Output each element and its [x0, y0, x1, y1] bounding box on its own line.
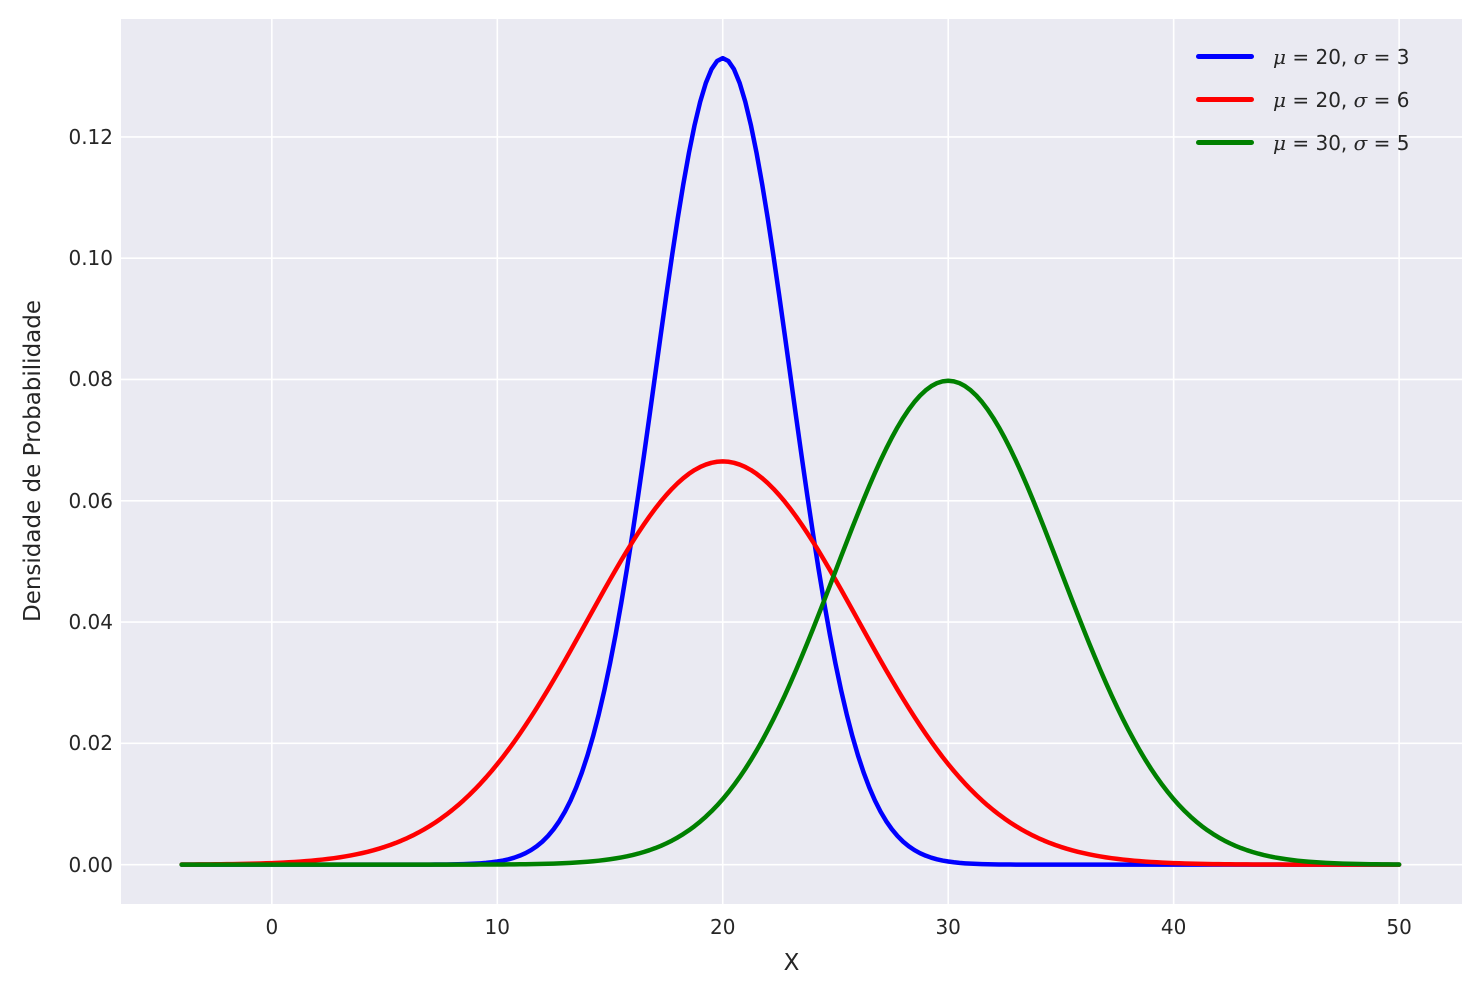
x-tick-label: 20 — [710, 915, 736, 939]
y-tick-label: 0.12 — [68, 124, 113, 149]
legend-line-swatch — [1196, 54, 1254, 59]
x-tick-label: 0 — [265, 915, 279, 939]
y-axis-label: Densidade de Probabilidade — [20, 299, 46, 623]
legend-label: μ = 20, σ = 3 — [1273, 44, 1410, 69]
y-tick-label: 0.02 — [68, 731, 113, 756]
legend-item: μ = 20, σ = 3 — [1196, 35, 1410, 78]
curve-mu20-sigma6 — [179, 459, 1402, 867]
x-tick-label: 50 — [1386, 915, 1412, 939]
legend-label: μ = 20, σ = 6 — [1273, 87, 1410, 112]
x-axis-label: X — [783, 950, 800, 976]
x-tick-label: 10 — [484, 915, 510, 939]
y-tick-label: 0.10 — [68, 246, 113, 271]
y-tick-label: 0.04 — [68, 610, 113, 635]
x-tick-label: 40 — [1160, 915, 1187, 939]
y-tick-label: 0.08 — [68, 367, 113, 392]
x-tick-label: 30 — [935, 915, 961, 939]
curve-mu30-sigma5 — [179, 378, 1402, 867]
legend-line-swatch — [1196, 140, 1254, 145]
y-tick-label: 0.00 — [68, 852, 113, 877]
legend-item: μ = 30, σ = 5 — [1196, 121, 1410, 164]
legend: μ = 20, σ = 3 μ = 20, σ = 6 μ = 30, σ = 5 — [1196, 35, 1410, 164]
y-tick-label: 0.06 — [68, 488, 113, 513]
legend-label: μ = 30, σ = 5 — [1273, 130, 1410, 155]
plot-background — [121, 19, 1462, 904]
legend-line-swatch — [1196, 97, 1254, 102]
legend-item: μ = 20, σ = 6 — [1196, 78, 1410, 121]
